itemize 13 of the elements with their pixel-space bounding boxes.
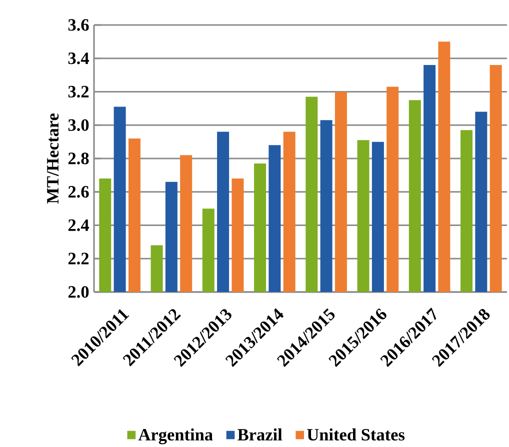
y-tick-label: 2.2 [68, 252, 89, 264]
y-tick-label: 2.8 [68, 152, 89, 164]
legend-label: Brazil [238, 428, 282, 441]
y-tick-label: 3.4 [68, 52, 89, 64]
y-tick-label: 3.6 [68, 19, 89, 31]
legend-label: United States [307, 428, 405, 441]
y-axis-title: MT/Hectare [47, 114, 59, 204]
y-tick-label: 2.4 [68, 219, 89, 232]
y-tick-label: 3.2 [68, 86, 89, 98]
y-tick-label: 3.0 [68, 119, 89, 131]
y-tick-label: 2.6 [68, 186, 89, 198]
y-tick-label: 2.0 [68, 286, 89, 298]
legend-label: Argentina [138, 428, 213, 444]
